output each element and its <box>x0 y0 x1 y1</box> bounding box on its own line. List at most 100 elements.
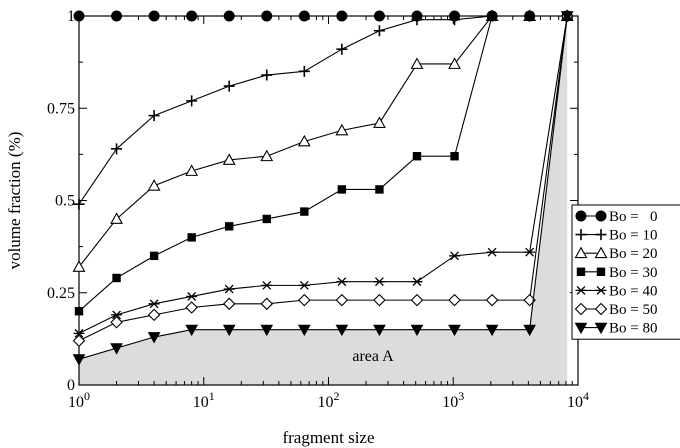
data-point <box>111 10 123 22</box>
legend-marker <box>575 229 587 241</box>
data-point <box>560 11 574 23</box>
legend-marker <box>575 285 587 295</box>
x-tick-label-base: 10 <box>318 394 334 411</box>
data-point <box>337 185 347 194</box>
data-point <box>335 123 349 136</box>
x-tick-label: 103 <box>442 389 464 411</box>
x-tick-label-base: 10 <box>68 394 84 411</box>
data-point <box>373 277 385 287</box>
data-point <box>112 273 121 283</box>
legend-marker <box>574 246 588 259</box>
legend-item: Bo = 0 <box>575 209 657 225</box>
series-bo-4 <box>73 11 573 338</box>
series-line <box>78 15 568 268</box>
x-tick-label-exponent: 4 <box>583 389 589 403</box>
x-tick-label-exponent: 1 <box>209 389 215 403</box>
legend-label: Bo = 20 <box>609 246 657 262</box>
data-point <box>186 10 198 22</box>
series-bo-3 <box>74 11 572 316</box>
legend-item: Bo = 40 <box>575 283 657 299</box>
data-point <box>373 10 385 22</box>
data-point <box>73 328 85 338</box>
data-point <box>72 354 86 366</box>
series-layer <box>72 9 574 366</box>
shaded-area-layer <box>79 16 568 385</box>
data-point <box>485 293 499 307</box>
data-point <box>448 57 461 69</box>
legend-label: Bo = 80 <box>609 321 657 337</box>
legend: Bo = 0 Bo = 10 Bo = 20 Bo = 30 Bo = 40 Bo = 5… <box>571 204 680 340</box>
series-line <box>78 15 568 334</box>
x-tick-label: 104 <box>567 389 589 411</box>
data-point <box>297 134 311 147</box>
data-point <box>261 280 273 290</box>
data-point <box>410 57 424 69</box>
x-tick-label-exponent: 0 <box>84 389 90 403</box>
series-bo-6 <box>72 11 574 366</box>
data-point <box>148 10 160 22</box>
data-point <box>147 308 161 322</box>
legend-marker <box>596 267 606 276</box>
y-tick-label: 0.75 <box>47 100 75 117</box>
series-line <box>78 15 568 312</box>
data-point <box>261 10 273 22</box>
legend-marker <box>595 229 607 241</box>
data-point <box>525 11 534 21</box>
data-point <box>261 69 273 81</box>
legend-item: Bo = 50 <box>574 302 657 318</box>
data-point <box>297 324 311 337</box>
legend-marker <box>594 322 608 335</box>
data-point <box>149 251 159 261</box>
data-point <box>110 315 123 329</box>
data-point <box>485 324 499 337</box>
data-point <box>300 207 309 216</box>
data-point <box>412 152 422 161</box>
legend-item: Bo = 30 <box>576 265 657 281</box>
data-point <box>373 25 385 37</box>
data-point <box>222 324 236 337</box>
data-point <box>260 149 274 162</box>
data-point <box>410 324 424 337</box>
data-point <box>411 277 423 287</box>
legend-marker <box>594 302 608 316</box>
y-tick-label: 0.25 <box>47 285 75 302</box>
legend-marker <box>595 285 607 295</box>
series-line <box>78 15 568 205</box>
legend-marker <box>574 302 588 316</box>
legend-marker <box>595 210 607 222</box>
x-tick-label-base: 10 <box>442 394 458 411</box>
legend-label: Bo = 40 <box>609 283 657 299</box>
data-point <box>373 324 386 337</box>
x-tick-label: 101 <box>193 389 215 411</box>
data-point <box>223 10 235 22</box>
data-point <box>222 297 236 311</box>
data-point <box>223 80 235 92</box>
data-point <box>110 343 123 355</box>
data-point <box>449 251 461 261</box>
data-point <box>298 65 310 77</box>
data-point <box>111 310 123 320</box>
data-point <box>375 185 384 194</box>
y-tick-label: 0 <box>67 377 75 394</box>
series-bo-1 <box>73 10 573 210</box>
data-point <box>185 301 198 314</box>
data-point <box>486 247 498 257</box>
data-point <box>448 324 461 337</box>
x-tick-label-base: 10 <box>193 394 209 411</box>
legend-label: Bo = 30 <box>609 265 657 281</box>
x-tick-label: 102 <box>318 389 340 411</box>
legend-marker <box>575 210 587 222</box>
data-point <box>147 179 161 191</box>
data-point <box>373 293 386 307</box>
legend-marker <box>576 267 586 276</box>
data-point <box>223 284 235 294</box>
x-axis-title: fragment size <box>282 428 374 447</box>
data-point <box>335 324 349 337</box>
series-line <box>78 15 568 360</box>
data-point <box>187 233 196 242</box>
data-point <box>148 110 160 122</box>
legend-label: Bo = 50 <box>609 302 657 318</box>
data-point <box>335 293 349 307</box>
